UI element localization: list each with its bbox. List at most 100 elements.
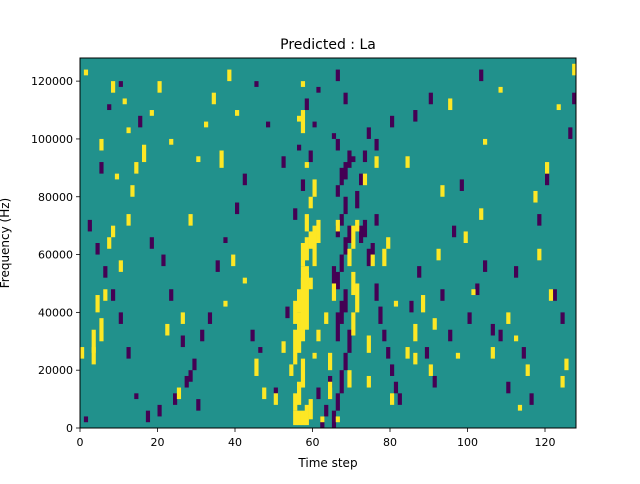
heatmap-cell-low bbox=[498, 329, 503, 342]
heatmap-cell-high bbox=[413, 352, 418, 365]
heatmap-cell-low bbox=[273, 387, 278, 394]
heatmap-cell-low bbox=[335, 185, 340, 197]
y-axis: 0 20000 40000 60000 80000 100000 120000 bbox=[31, 75, 80, 435]
heatmap-cell-high bbox=[304, 271, 309, 290]
heatmap-cell-low bbox=[409, 300, 414, 313]
heatmap-cell-low bbox=[300, 179, 306, 191]
heatmap-cell-high bbox=[351, 312, 356, 336]
heatmap-cell-high bbox=[324, 312, 329, 324]
heatmap-cell-low bbox=[347, 150, 352, 168]
heatmap-cell-low bbox=[514, 266, 519, 278]
heatmap-cell-high bbox=[560, 375, 565, 388]
heatmap-cell-low bbox=[83, 416, 89, 423]
x-tick-label: 100 bbox=[457, 436, 478, 449]
heatmap-cell-low bbox=[572, 92, 577, 105]
heatmap-cell-low bbox=[118, 81, 123, 87]
heatmap-cell-high bbox=[525, 364, 530, 376]
heatmap-cell-high bbox=[134, 162, 139, 174]
heatmap-cell-low bbox=[324, 404, 329, 417]
heatmap-cell-low bbox=[126, 347, 131, 359]
heatmap-cell-high bbox=[366, 335, 371, 353]
heatmap-cell-high bbox=[273, 393, 278, 405]
chart-title: Predicted : La bbox=[280, 37, 376, 53]
heatmap-cell-low bbox=[250, 329, 255, 342]
heatmap-cell-high bbox=[281, 341, 286, 353]
heatmap-cell-low bbox=[331, 410, 337, 428]
heatmap-cell-high bbox=[211, 92, 216, 105]
heatmap-cell-high bbox=[300, 243, 306, 267]
heatmap-cell-low bbox=[308, 150, 313, 163]
heatmap-cell-high bbox=[308, 277, 313, 290]
heatmap-cell-low bbox=[370, 243, 375, 255]
heatmap-cell-low bbox=[452, 225, 457, 238]
heatmap-cell-low bbox=[111, 289, 116, 301]
heatmap-cell-low bbox=[386, 347, 391, 359]
heatmap-cell-low bbox=[335, 312, 340, 342]
heatmap-cell-high bbox=[483, 138, 488, 145]
heatmap-cell-high bbox=[300, 358, 306, 388]
heatmap-cell-low bbox=[184, 375, 189, 388]
heatmap-cell-high bbox=[463, 231, 468, 243]
heatmap-cell-low bbox=[560, 312, 565, 324]
heatmap-cell-low bbox=[413, 110, 418, 122]
heatmap-cell-high bbox=[304, 162, 309, 168]
heatmap-cell-low bbox=[95, 243, 100, 255]
heatmap-cell-low bbox=[552, 289, 557, 301]
heatmap-cell-low bbox=[285, 306, 290, 319]
heatmap-cell-high bbox=[126, 214, 131, 226]
heatmap-cell-low bbox=[200, 329, 205, 342]
heatmap-cell-low bbox=[192, 358, 197, 371]
heatmap-cell-high bbox=[300, 266, 306, 301]
heatmap-cell-low bbox=[331, 133, 337, 139]
heatmap-cell-low bbox=[107, 104, 112, 111]
heatmap-cell-high bbox=[455, 352, 461, 359]
heatmap-cell-high bbox=[111, 225, 116, 238]
heatmap-cell-high bbox=[556, 104, 561, 111]
heatmap-cell-low bbox=[134, 393, 139, 400]
heatmap-cell-low bbox=[545, 173, 550, 186]
heatmap-cell-high bbox=[316, 219, 321, 244]
heatmap-cell-low bbox=[103, 266, 108, 278]
heatmap-cell-low bbox=[304, 98, 309, 111]
plot-frame bbox=[79, 57, 577, 429]
heatmap-cell-high bbox=[351, 271, 356, 296]
heatmap-cell-high bbox=[91, 347, 96, 365]
heatmap-cell-low bbox=[467, 312, 472, 324]
heatmap-cell-low bbox=[343, 196, 348, 215]
heatmap-cell-low bbox=[180, 335, 185, 348]
heatmap-cell-low bbox=[432, 375, 437, 388]
heatmap-cell-low bbox=[242, 173, 247, 186]
heatmap-cell-high bbox=[118, 260, 123, 272]
y-tick-label: 40000 bbox=[38, 306, 73, 319]
heatmap-cell-low bbox=[266, 121, 271, 128]
heatmap-cell-high bbox=[405, 156, 410, 168]
x-axis-label: Time step bbox=[297, 456, 357, 470]
heatmap-cell-low bbox=[157, 404, 162, 417]
heatmap-cell-high bbox=[142, 144, 147, 163]
heatmap-cell-low bbox=[335, 69, 340, 82]
heatmap-cell-low bbox=[347, 225, 352, 243]
heatmap-cell-high bbox=[335, 416, 340, 423]
heatmap-cell-low bbox=[316, 387, 321, 400]
heatmap-cell-high bbox=[413, 323, 418, 342]
heatmap-cell-high bbox=[157, 81, 162, 93]
heatmap-cell-low bbox=[374, 283, 379, 301]
heatmap-cell-low bbox=[196, 399, 201, 411]
heatmap-cell-low bbox=[347, 329, 352, 353]
heatmap-cell-high bbox=[126, 127, 131, 134]
heatmap-cell-high bbox=[335, 219, 340, 232]
heatmap-cell-high bbox=[355, 219, 360, 232]
heatmap-cell-low bbox=[490, 323, 495, 336]
heatmap-cell-high bbox=[428, 364, 433, 376]
x-tick-label: 40 bbox=[228, 436, 242, 449]
heatmap-cell-low bbox=[258, 347, 263, 353]
heatmap-cell-high bbox=[103, 289, 108, 301]
heatmap-cell-high bbox=[386, 237, 391, 249]
heatmap-cell-high bbox=[289, 364, 294, 376]
heatmap-cell-low bbox=[343, 237, 348, 255]
heatmap-cell-high bbox=[421, 295, 426, 313]
heatmap-cell-high bbox=[130, 185, 135, 197]
heatmap-cell-high bbox=[351, 225, 356, 249]
heatmap-cell-high bbox=[440, 185, 445, 197]
